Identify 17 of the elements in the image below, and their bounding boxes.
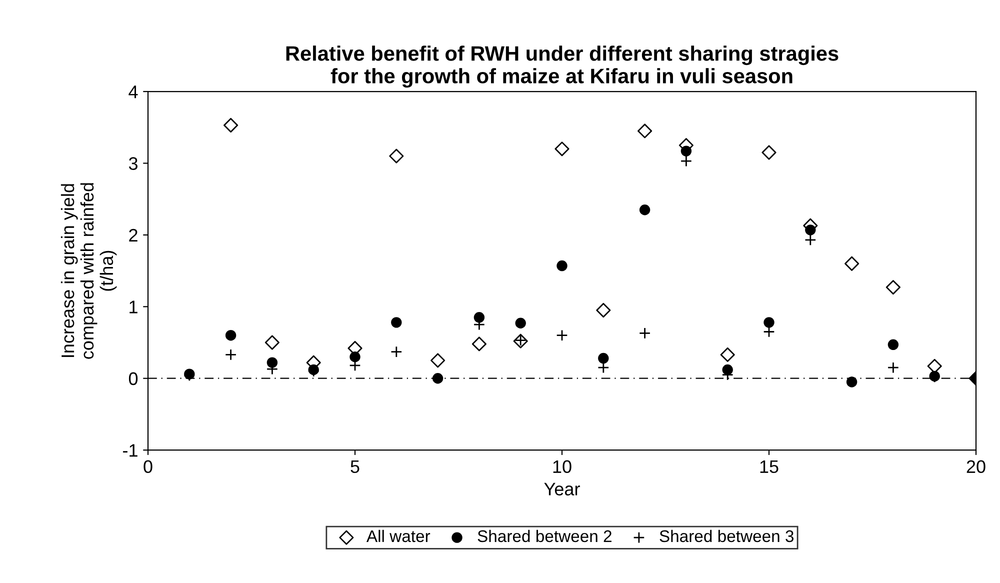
x-tick-label: 20 xyxy=(966,460,986,474)
x-tick-label: 0 xyxy=(144,460,152,474)
chart-title: Relative benefit of RWH under different sharing stragies for the growth of maize at Kifaru in vuli season xyxy=(286,46,838,88)
y-tick-label: 3 xyxy=(128,157,138,170)
legend-label: All water xyxy=(366,530,430,542)
y-tick-label: 4 xyxy=(128,86,138,98)
y-axis-title: Increase in grain yield compared with rainfed (t/ha) xyxy=(60,183,117,359)
legend-label: Shared between 2 xyxy=(478,530,612,542)
x-tick-label: 10 xyxy=(553,460,572,474)
y-tick-label: 2 xyxy=(129,228,138,242)
legend-label: Shared between 3 xyxy=(660,530,794,542)
y-tick-label: 1 xyxy=(130,300,138,314)
x-tick-label: 15 xyxy=(760,460,778,474)
y-tick-label: -1 xyxy=(123,444,138,457)
x-tick-label: 5 xyxy=(350,460,360,474)
y-tick-label: 0 xyxy=(128,372,138,386)
x-axis-title: Year xyxy=(544,482,580,496)
